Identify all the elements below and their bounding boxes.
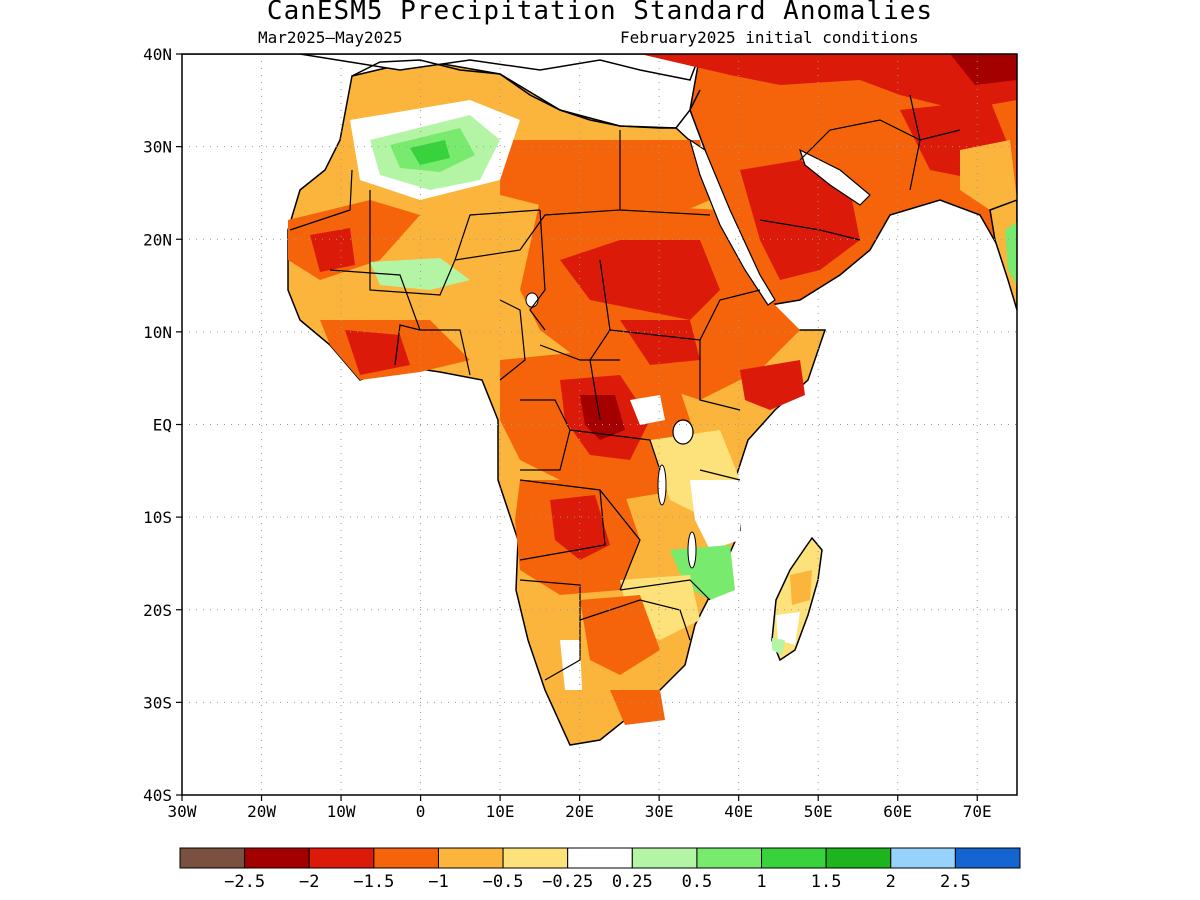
colorbar-swatch xyxy=(954,847,1021,869)
lon-tick-label: 70E xyxy=(963,802,992,821)
colorbar-label: 1.5 xyxy=(811,872,842,892)
colorbar-swatch xyxy=(373,847,439,869)
colorbar-swatch xyxy=(567,847,633,869)
anomaly-patch xyxy=(776,612,800,645)
colorbar-swatch xyxy=(631,847,698,869)
anomaly-patch xyxy=(1005,222,1017,285)
initial-conditions-subtitle: February2025 initial conditions xyxy=(620,28,919,47)
anomaly-patch xyxy=(620,320,700,365)
lon-tick-label: 60E xyxy=(883,802,912,821)
lat-tick-label: EQ xyxy=(153,416,172,435)
colorbar: −2.5 −2 −1.5 −1 −0.5 −0.25 0.25 0.5 1 1.5 2 2.5 xyxy=(179,847,1021,892)
anomaly-patch xyxy=(345,330,410,375)
colorbar-swatch xyxy=(308,847,375,869)
anomaly-patch xyxy=(550,495,610,560)
europe-landmass xyxy=(182,54,701,81)
anomaly-patch xyxy=(690,480,740,550)
colorbar-label: −2 xyxy=(299,872,319,892)
lat-tick-label: 40N xyxy=(143,45,172,64)
lon-tick-label: 50E xyxy=(804,802,833,821)
latitude-axis: 40N 30N 20N 10N EQ 10S 20S 30S 40S xyxy=(143,45,182,805)
lon-tick-label: 10W xyxy=(327,802,356,821)
mediterranean-coast xyxy=(351,59,701,129)
lat-tick-label: 10N xyxy=(143,323,172,342)
colorbar-swatch xyxy=(244,847,310,869)
anomaly-patch xyxy=(790,570,812,605)
colorbar-swatch xyxy=(890,847,956,869)
anomaly-patch xyxy=(960,140,1017,210)
colorbar-label: −1.5 xyxy=(353,872,394,892)
season-subtitle: Mar2025–May2025 xyxy=(258,28,403,47)
colorbar-label: −0.25 xyxy=(542,872,593,892)
lake-malawi xyxy=(687,531,697,569)
lon-tick-label: 20E xyxy=(565,802,594,821)
lon-tick-label: 10E xyxy=(486,802,515,821)
map-content xyxy=(182,54,1017,746)
colorbar-label: 0.25 xyxy=(612,872,653,892)
anomaly-patch xyxy=(670,545,735,600)
persian-gulf xyxy=(798,148,871,206)
lat-tick-label: 10S xyxy=(143,508,172,527)
anomaly-patch xyxy=(740,160,860,280)
colorbar-swatch xyxy=(761,847,827,869)
colorbar-swatch xyxy=(437,847,504,869)
lake-tanganyika xyxy=(657,464,667,506)
colorbar-swatch xyxy=(696,847,763,869)
colorbar-label: −1 xyxy=(428,872,448,892)
lon-tick-label: 40E xyxy=(724,802,753,821)
map-title: CanESM5 Precipitation Standard Anomalies xyxy=(266,0,934,26)
lat-tick-label: 40S xyxy=(143,786,172,805)
anomaly-patch xyxy=(580,395,625,440)
anomaly-patch xyxy=(740,360,805,410)
anomaly-patch xyxy=(580,595,660,675)
country-borders xyxy=(289,94,961,681)
anomaly-patch xyxy=(610,690,665,725)
colorbar-label: 2.5 xyxy=(940,872,971,892)
longitude-axis: 30W 20W 10W 0 10E 20E 30E 40E 50E 60E 70E xyxy=(168,795,992,821)
colorbar-swatch xyxy=(825,847,892,869)
lat-tick-label: 30N xyxy=(143,138,172,157)
colorbar-label: −0.5 xyxy=(483,872,524,892)
red-sea xyxy=(688,138,776,306)
lat-tick-label: 20S xyxy=(143,601,172,620)
lat-tick-label: 20N xyxy=(143,230,172,249)
anomaly-patch xyxy=(950,54,1017,85)
anomaly-patch xyxy=(630,395,665,425)
colorbar-swatch xyxy=(502,847,569,869)
colorbar-swatch xyxy=(179,847,246,869)
colorbar-label: 2 xyxy=(886,872,896,892)
lon-tick-label: 30W xyxy=(168,802,197,821)
colorbar-label: −2.5 xyxy=(224,872,265,892)
anomaly-patch xyxy=(640,54,1017,110)
lon-tick-label: 0 xyxy=(416,802,426,821)
colorbar-label: 1 xyxy=(756,872,766,892)
lon-tick-label: 20W xyxy=(247,802,276,821)
colorbar-label: 0.5 xyxy=(682,872,713,892)
lake-victoria xyxy=(672,419,694,445)
anomaly-patch xyxy=(772,638,785,655)
lake-chad xyxy=(525,292,539,308)
lat-tick-label: 30S xyxy=(143,693,172,712)
lon-tick-label: 30E xyxy=(645,802,674,821)
